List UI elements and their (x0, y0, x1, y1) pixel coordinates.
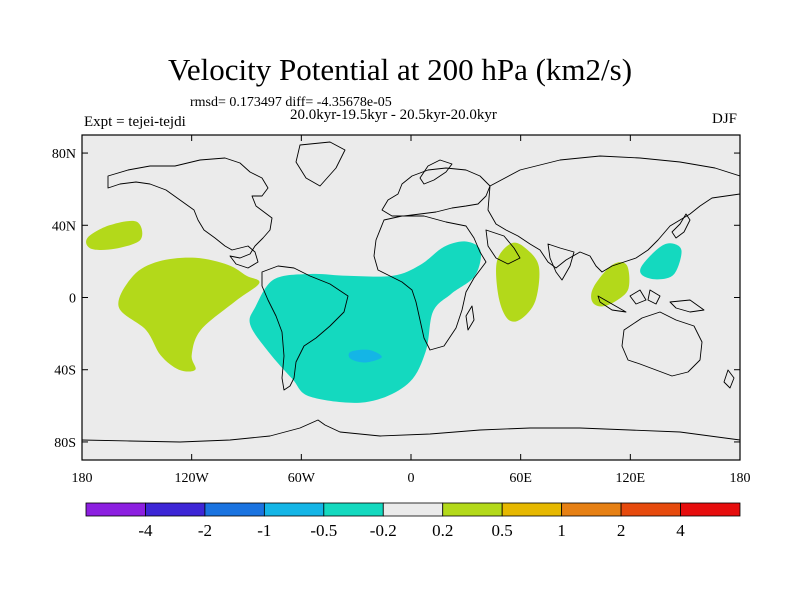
y-tick-label: 80N (52, 147, 76, 162)
x-tick-label: 120E (616, 471, 646, 486)
colorbar-label: -0.2 (370, 521, 397, 540)
coast-australia (621, 311, 703, 377)
coast-scandinavia (419, 159, 453, 185)
y-tick-label: 40N (52, 219, 76, 234)
y-tick-label: 80S (54, 436, 76, 451)
x-tick-label: 60W (288, 471, 316, 486)
coast-arabia (485, 229, 521, 265)
x-tick-label: 180 (72, 471, 93, 486)
colorbar-swatch (145, 502, 206, 517)
x-tick-label: 0 (408, 471, 415, 486)
colorbar: -4 -2 -1 -0.5 -0.2 0.2 0.5 1 2 4 (85, 502, 741, 540)
coast-africa (373, 215, 487, 351)
coast-antarctica (82, 419, 740, 443)
region-east-pacific-positive (118, 257, 260, 372)
field-regions (86, 220, 682, 403)
colorbar-swatch (501, 502, 563, 517)
x-tick-label: 60E (509, 471, 532, 486)
coast-indonesia (597, 289, 661, 313)
colorbar-swatch (620, 502, 681, 517)
season-label: DJF (712, 111, 738, 127)
colorbar-label: -2 (198, 521, 212, 540)
region-south-atlantic-core (348, 349, 382, 363)
region-west-pacific-negative (640, 243, 682, 280)
coast-greenland (295, 141, 346, 187)
colorbar-swatch (204, 502, 265, 517)
colorbar-label: 2 (617, 521, 626, 540)
y-tick-label: 40S (54, 364, 76, 379)
colorbar-swatch (680, 502, 741, 517)
coast-south-america (261, 265, 349, 391)
colorbar-swatch (561, 502, 622, 517)
region-bay-of-bengal-positive (591, 262, 630, 307)
colorbar-swatch (323, 502, 384, 517)
region-north-pacific-positive (86, 220, 143, 251)
colorbar-swatch (263, 502, 325, 517)
coast-north-america (107, 157, 273, 269)
colorbar-label: 0.2 (432, 521, 453, 540)
coast-japan (671, 213, 691, 239)
coastlines (82, 141, 740, 443)
experiment-label: Expt = tejei-tejdi (84, 114, 186, 130)
colorbar-label: -4 (138, 521, 153, 540)
colorbar-label: 1 (557, 521, 566, 540)
colorbar-swatch (442, 502, 503, 517)
coast-india (547, 243, 575, 281)
x-tick-label: 120W (175, 471, 210, 486)
coast-new-guinea (669, 299, 705, 313)
region-south-atlantic-negative (249, 241, 481, 403)
coast-madagascar (465, 305, 475, 331)
x-tick-label: 180 (730, 471, 751, 486)
y-tick-label: 0 (69, 292, 76, 307)
colorbar-swatch (85, 502, 146, 517)
period-subtitle: 20.0kyr-19.5kyr - 20.5kyr-20.0kyr (290, 107, 497, 123)
colorbar-label: -1 (257, 521, 271, 540)
region-arabian-sea-positive (496, 242, 540, 322)
coast-asia (487, 155, 740, 273)
colorbar-label: 4 (676, 521, 685, 540)
colorbar-label: -0.5 (310, 521, 337, 540)
colorbar-label: 0.5 (492, 521, 513, 540)
chart-title: Velocity Potential at 200 hPa (km2/s) (167, 52, 633, 87)
rmsd-stats: rmsd= 0.173497 diff= -4.35678e-05 (190, 95, 392, 110)
map-axes: 180 120W 60W 0 60E 120E 180 80N 40N 0 40S 80S (52, 135, 751, 486)
coast-new-zealand (723, 369, 735, 389)
colorbar-swatch (382, 502, 444, 517)
